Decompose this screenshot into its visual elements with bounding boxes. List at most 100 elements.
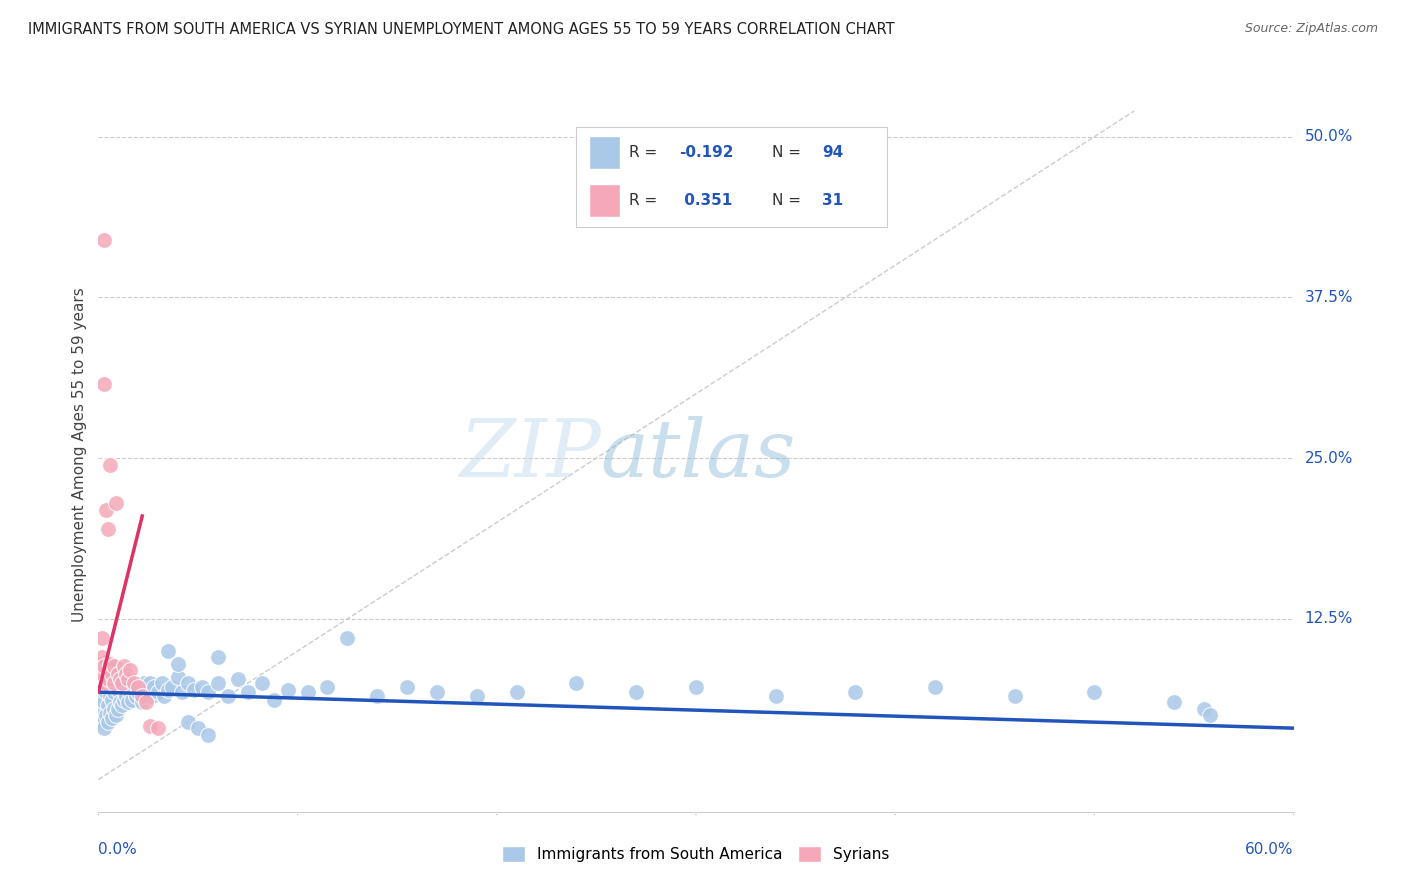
Text: 37.5%: 37.5% [1305,290,1353,305]
Point [115,667,138,681]
Point [110,673,132,687]
Point [157,682,180,697]
Point [89,682,111,697]
Point [124,676,146,690]
Point [97,659,120,673]
Point [98,458,122,472]
Text: 60.0%: 60.0% [1246,842,1294,857]
Point [250,676,273,690]
Point [103,667,125,681]
Point [93,233,115,247]
Point [103,676,125,690]
FancyBboxPatch shape [589,184,620,217]
Point [127,680,149,694]
Point [136,682,159,697]
Point [96,667,118,681]
Text: 0.351: 0.351 [679,193,733,208]
Point [105,708,128,723]
Text: N =: N = [772,193,806,208]
Text: ZIP: ZIP [458,417,600,493]
Point [131,695,153,709]
Point [117,676,139,690]
Point [131,689,153,703]
Point [93,676,115,690]
Text: 31: 31 [823,193,844,208]
Point [97,522,120,536]
Point [111,680,134,694]
Point [624,685,647,699]
Y-axis label: Unemployment Among Ages 55 to 59 years: Unemployment Among Ages 55 to 59 years [72,287,87,623]
Point [97,698,120,712]
Text: Source: ZipAtlas.com: Source: ZipAtlas.com [1244,22,1378,36]
Point [177,714,200,729]
Text: -0.192: -0.192 [679,145,734,160]
Point [187,721,209,735]
Point [98,706,122,720]
Text: R =: R = [630,145,662,160]
Point [765,689,787,703]
Point [111,698,134,712]
Point [96,676,118,690]
Point [124,682,146,697]
Point [157,644,180,658]
Text: 0.0%: 0.0% [98,842,138,857]
Text: 94: 94 [823,145,844,160]
Point [191,680,214,694]
Point [139,718,162,732]
Point [127,685,149,699]
Point [103,685,125,699]
Point [924,680,946,694]
Point [844,685,866,699]
Point [93,721,115,735]
Text: 50.0%: 50.0% [1305,129,1353,145]
Point [91,667,114,681]
Point [91,714,114,729]
Point [396,680,419,694]
Point [183,682,205,697]
Point [103,702,125,716]
Point [316,680,339,694]
Point [89,708,111,723]
Point [98,673,122,687]
Point [91,631,114,645]
Point [236,685,259,699]
Point [107,667,129,681]
Point [105,680,128,694]
Point [134,676,156,690]
Point [277,682,299,697]
Point [97,680,120,694]
Point [506,685,529,699]
Point [96,685,118,699]
Point [91,689,114,703]
Point [107,702,129,716]
Point [1192,702,1215,716]
Point [121,693,143,707]
Point [112,659,135,673]
Point [93,657,115,671]
Point [167,657,190,671]
Point [91,670,114,684]
Point [336,631,359,645]
Text: IMMIGRANTS FROM SOUTH AMERICA VS SYRIAN UNEMPLOYMENT AMONG AGES 55 TO 59 YEARS C: IMMIGRANTS FROM SOUTH AMERICA VS SYRIAN … [28,22,894,37]
Point [226,673,249,687]
Point [115,689,138,703]
Point [217,689,239,703]
Point [107,682,129,697]
Point [135,695,157,709]
Legend: Immigrants from South America, Syrians: Immigrants from South America, Syrians [496,840,896,868]
Text: R =: R = [630,193,662,208]
Point [167,670,190,684]
Point [135,689,157,703]
Text: 12.5%: 12.5% [1305,611,1353,626]
Point [120,663,142,677]
FancyBboxPatch shape [589,136,620,169]
Point [426,685,449,699]
Point [101,667,124,681]
Point [141,689,163,703]
Point [160,680,183,694]
Point [117,695,139,709]
Point [143,680,166,694]
Point [153,689,176,703]
Point [96,708,118,723]
Point [148,721,170,735]
